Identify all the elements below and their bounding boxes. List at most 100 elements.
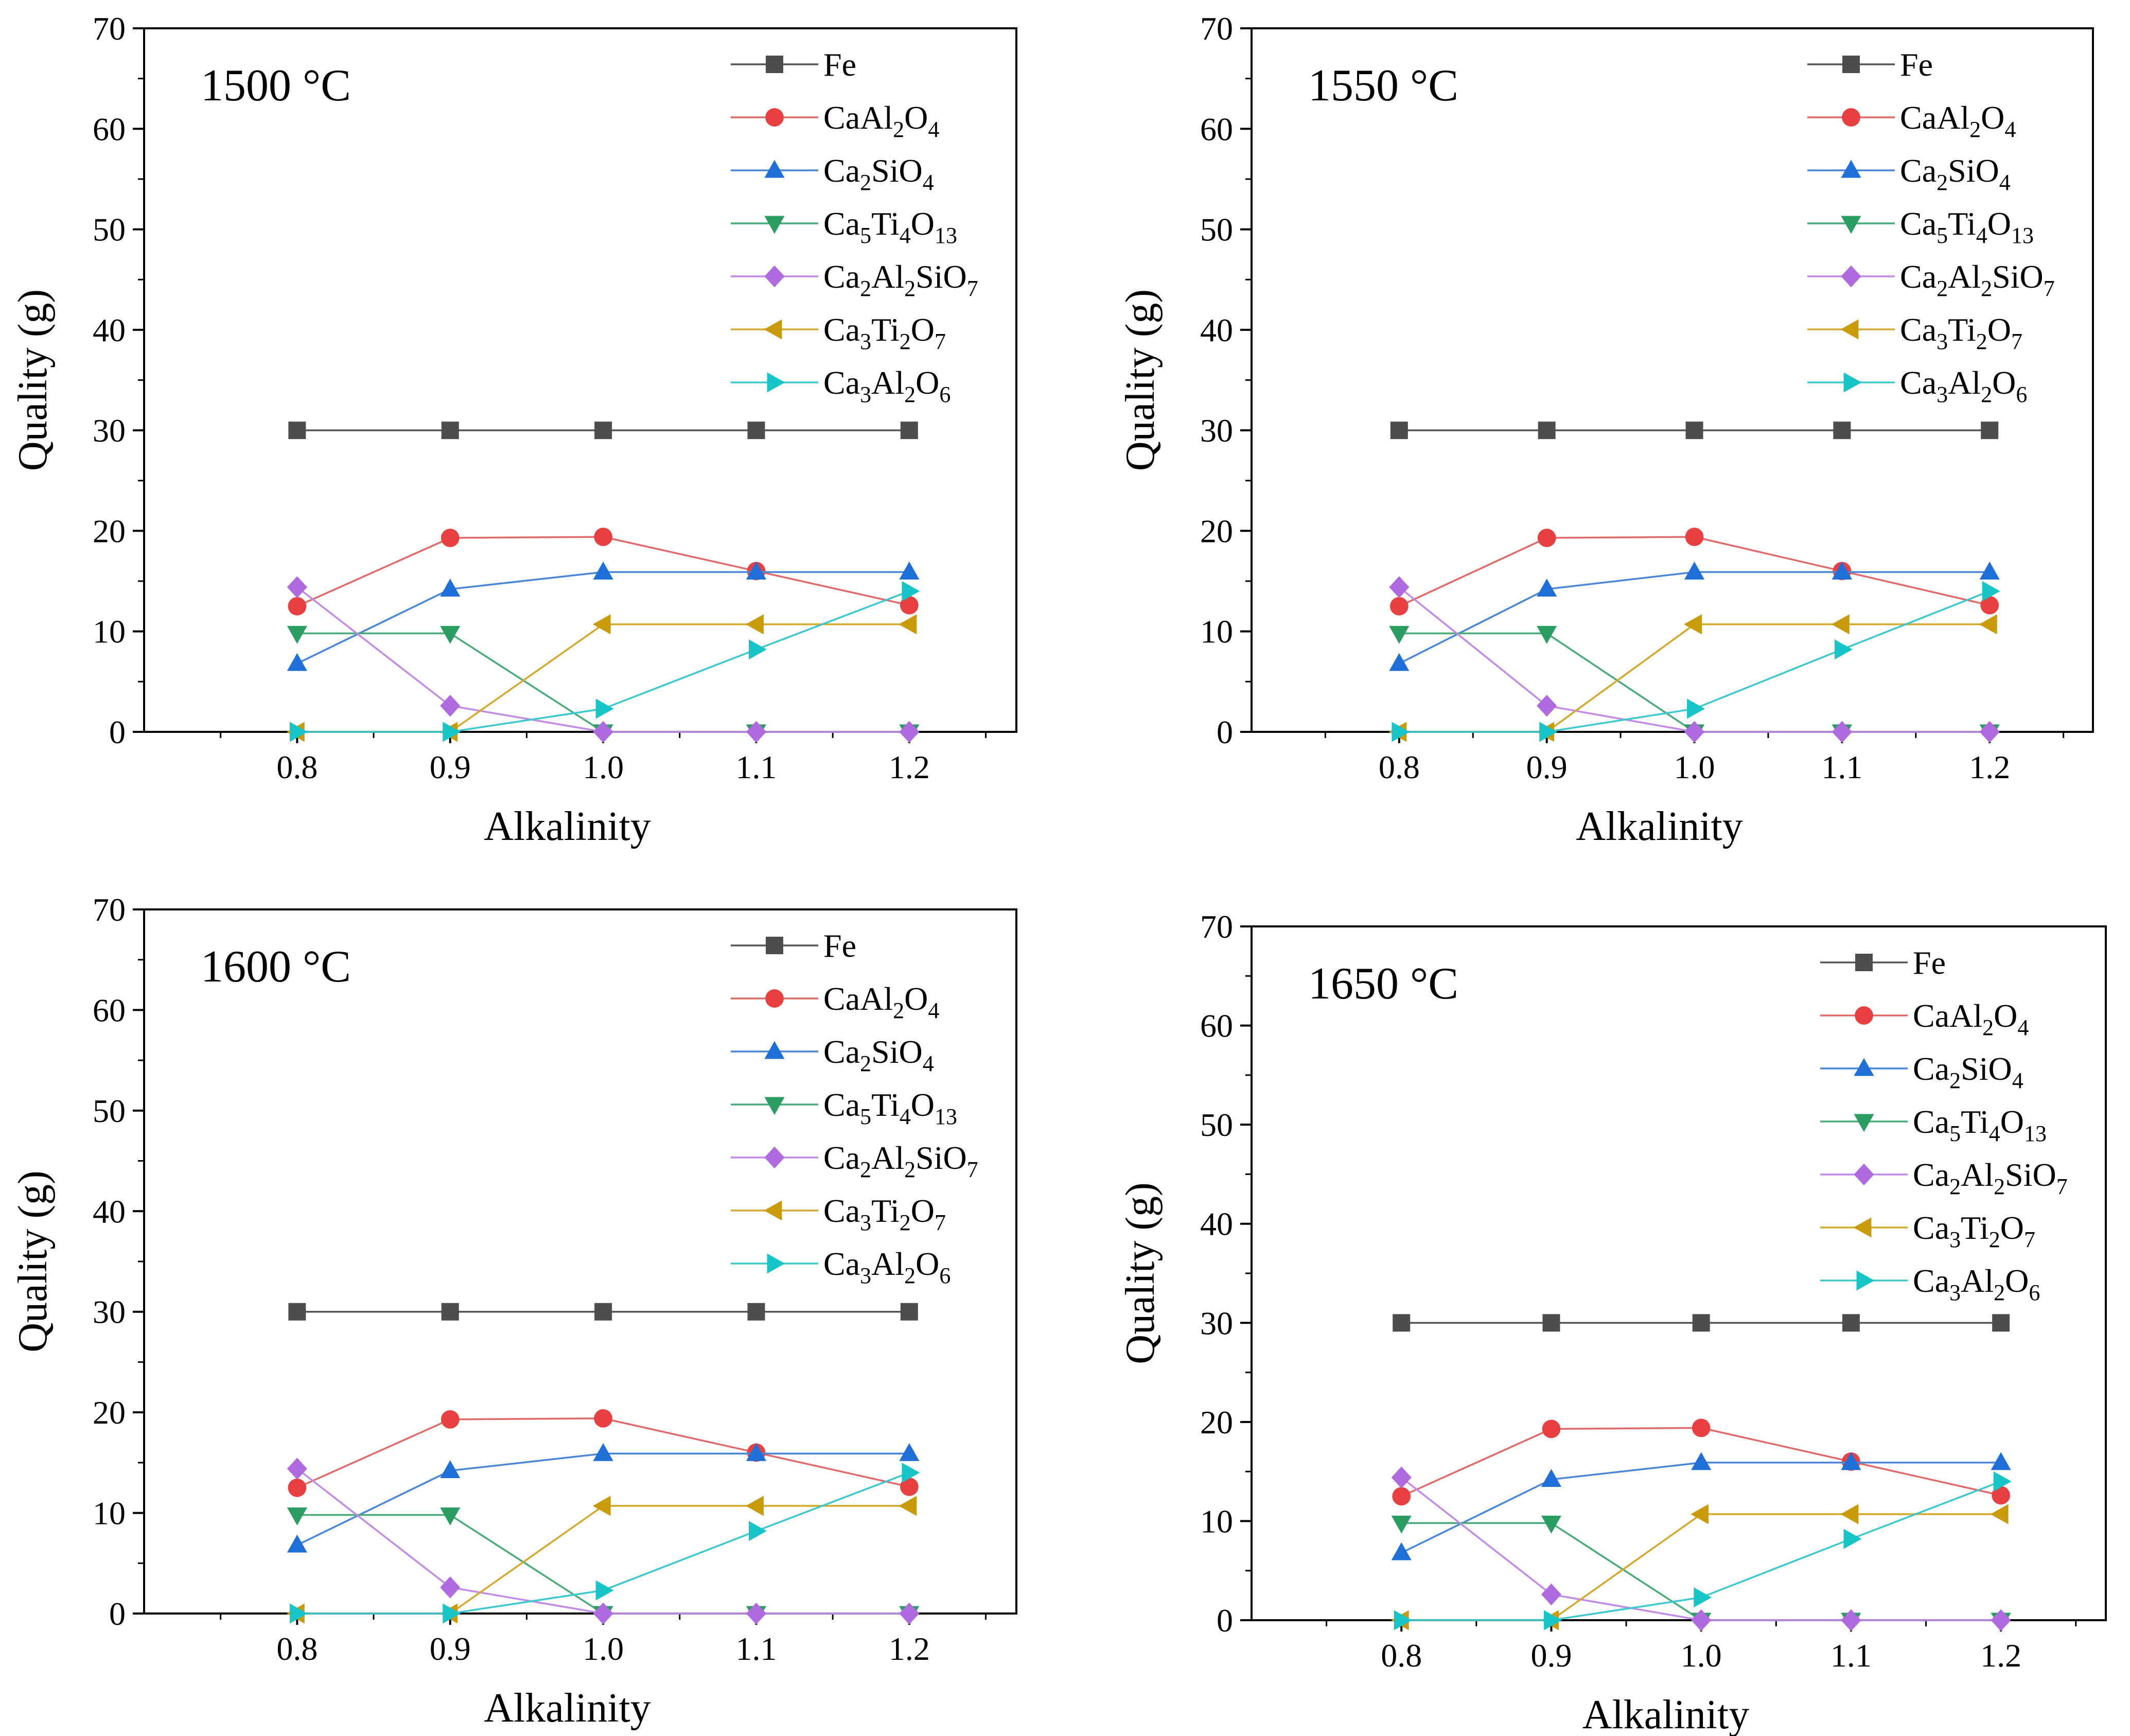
data-point xyxy=(1537,578,1557,597)
legend-item: Fe xyxy=(1807,46,1933,83)
data-point xyxy=(441,529,460,547)
x-tick-label: 0.9 xyxy=(430,749,471,785)
y-tick-label: 10 xyxy=(1200,613,1233,650)
data-point xyxy=(1541,1583,1562,1606)
data-point xyxy=(1694,1587,1712,1608)
x-axis-label: Alkalinity xyxy=(1582,1692,1749,1736)
data-point xyxy=(902,1462,920,1483)
x-tick-label: 0.9 xyxy=(1526,749,1568,785)
data-point xyxy=(1389,653,1410,671)
data-point xyxy=(594,1409,612,1428)
data-point xyxy=(1393,1314,1411,1332)
legend-label: Ca3​Ti2​O7​ xyxy=(823,1193,946,1235)
legend-item: Ca2​SiO4​ xyxy=(731,152,934,195)
x-tick-label: 1.2 xyxy=(889,749,930,785)
data-point xyxy=(592,1496,611,1516)
legend-item: Ca2​Al2​SiO7​ xyxy=(731,258,978,301)
data-point xyxy=(1392,1487,1411,1506)
data-point xyxy=(1544,1610,1562,1630)
y-tick-label: 20 xyxy=(1200,1404,1233,1441)
legend-label: Ca2​SiO4​ xyxy=(1900,152,2011,195)
data-point xyxy=(1832,721,1852,743)
data-point xyxy=(289,1603,308,1624)
data-point xyxy=(1993,1471,2012,1492)
legend-item: Ca3​Ti2​O7​ xyxy=(1820,1209,2035,1252)
y-tick-label: 60 xyxy=(1200,111,1233,147)
x-tick-label: 1.0 xyxy=(1674,749,1715,785)
legend-marker xyxy=(1840,319,1859,340)
data-point xyxy=(899,1443,920,1461)
data-point xyxy=(1685,528,1704,546)
data-point xyxy=(902,581,920,602)
legend-marker xyxy=(766,56,783,73)
series-Ca2Al2SiO7 xyxy=(287,576,920,743)
chart-panel-4: 0 10 20 30 40 50 60 70 0.8 0.9 1.0 1.1 1.2 Alkalinity… xyxy=(1118,908,2107,1736)
data-point xyxy=(1392,722,1410,742)
data-point xyxy=(900,596,919,615)
legend-marker xyxy=(764,265,785,288)
chart-panel-1: 0 10 20 30 40 50 60 70 0.8 0.9 1.0 1.1 1.2 Alkalinity… xyxy=(10,10,1017,849)
series-line xyxy=(1401,1462,2001,1554)
data-point xyxy=(595,698,614,719)
data-point xyxy=(289,722,308,742)
legend-marker xyxy=(764,1041,785,1059)
series-Ca3Al2O6 xyxy=(289,581,920,742)
series-Ca2SiO4 xyxy=(1389,562,2000,671)
chart-panel-2: 0 10 20 30 40 50 60 70 0.8 0.9 1.0 1.1 1.2 Alkalinity… xyxy=(1118,10,2094,849)
legend-marker xyxy=(1854,1163,1874,1186)
legend-label: CaAl2​O4​ xyxy=(823,980,939,1023)
data-point xyxy=(593,1602,613,1625)
series-line xyxy=(297,623,909,733)
data-point xyxy=(1389,597,1409,616)
data-point xyxy=(1692,1418,1711,1437)
y-tick-label: 40 xyxy=(1200,1206,1233,1242)
panel-title: 1650 °C xyxy=(1308,959,1458,1009)
data-point xyxy=(749,639,767,660)
y-tick-label: 40 xyxy=(93,312,126,348)
legend-label: Ca3​Ti2​O7​ xyxy=(823,311,946,354)
data-point xyxy=(1691,1609,1712,1632)
x-tick-label: 1.1 xyxy=(735,749,777,785)
data-point xyxy=(746,1496,764,1516)
legend-marker xyxy=(1843,372,1862,393)
data-point xyxy=(1537,626,1557,644)
data-point xyxy=(440,1576,461,1599)
series-CaAl2O4 xyxy=(288,528,919,616)
data-point xyxy=(1685,422,1703,440)
y-tick-label: 40 xyxy=(93,1193,126,1230)
data-point xyxy=(899,1602,920,1625)
legend-item: CaAl2​O4​ xyxy=(1820,997,2029,1040)
legend-item: Ca5​Ti4​O13​ xyxy=(1820,1103,2047,1146)
y-tick-label: 70 xyxy=(93,10,126,47)
x-tick-label: 1.0 xyxy=(1681,1637,1722,1674)
legend-marker xyxy=(767,1253,785,1274)
legend-label: Ca3​Al2​O6​ xyxy=(823,364,950,407)
legend-marker xyxy=(1854,1114,1874,1132)
legend-label: Ca3​Ti2​O7​ xyxy=(1900,311,2022,354)
y-tick-label: 70 xyxy=(1200,10,1233,47)
data-point xyxy=(288,1478,307,1497)
series-line xyxy=(1399,571,1990,664)
chart-panel-3: 0 10 20 30 40 50 60 70 0.8 0.9 1.0 1.1 1.2 Alkalinity… xyxy=(10,891,1017,1731)
y-tick-label: 60 xyxy=(93,111,126,147)
data-point xyxy=(592,614,611,635)
series-line xyxy=(1399,623,1990,733)
series-line xyxy=(1401,1522,2001,1621)
y-tick-label: 0 xyxy=(109,714,126,750)
y-tick-label: 30 xyxy=(1200,1305,1233,1341)
y-tick-label: 30 xyxy=(1200,412,1233,449)
data-point xyxy=(287,1534,307,1553)
y-axis-label: Quality (g) xyxy=(1118,1182,1163,1364)
series-Fe xyxy=(288,422,918,440)
data-point xyxy=(899,721,920,743)
x-tick-label: 1.1 xyxy=(1830,1637,1872,1674)
legend-item: Ca3​Ti2​O7​ xyxy=(731,311,946,354)
data-point xyxy=(1692,1314,1710,1332)
series-line xyxy=(297,632,909,733)
x-axis-label: Alkalinity xyxy=(484,804,650,849)
y-tick-label: 50 xyxy=(1200,1107,1233,1143)
data-point xyxy=(1391,1466,1412,1488)
data-point xyxy=(1831,614,1850,635)
legend-item: Ca3​Ti2​O7​ xyxy=(731,1193,946,1235)
data-point xyxy=(1389,626,1410,644)
